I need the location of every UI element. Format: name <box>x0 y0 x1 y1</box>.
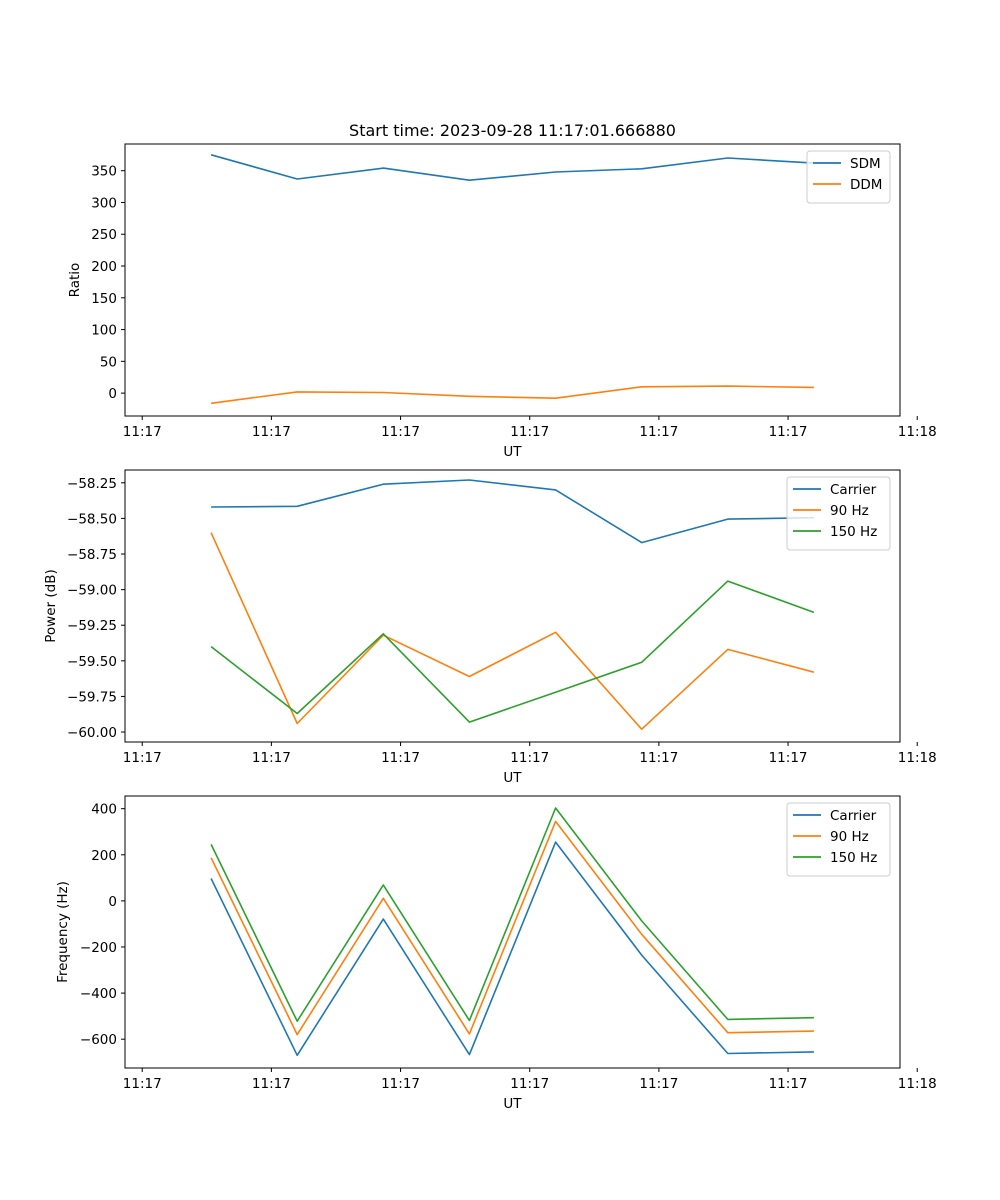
ratio-x-tick-label: 11:17 <box>381 424 420 440</box>
ratio-y-tick-label: 250 <box>91 227 117 243</box>
power-x-tick-label: 11:17 <box>123 750 162 766</box>
ratio-axes-frame <box>124 143 901 417</box>
ratio-y-tick-label: 200 <box>91 259 117 275</box>
frequency-subplot: 11:17 11:17 11:17 11:17 11:17 11:17 11:18 −600 −… <box>55 795 937 1112</box>
power-axes-ticks: 11:17 11:17 11:17 11:17 11:17 11:17 11:18 −60.0… <box>67 476 937 766</box>
frequency-legend: Carrier 90 Hz 150 Hz <box>786 802 891 877</box>
chart-title: Start time: 2023-09-28 11:17:01.666880 <box>349 121 676 140</box>
power-y-axis-label: Power (dB) <box>43 569 59 642</box>
frequency-series-line-carrier <box>210 841 814 1057</box>
frequency-x-tick-label: 11:17 <box>510 1076 549 1092</box>
ratio-series-group <box>210 154 814 405</box>
ratio-legend: SDM DDM <box>806 150 891 204</box>
frequency-y-tick-label: −400 <box>80 986 117 1002</box>
frequency-y-tick-label: 200 <box>91 848 117 864</box>
ratio-x-tick-label: 11:17 <box>252 424 291 440</box>
power-y-tick-label: −58.75 <box>67 547 117 563</box>
power-x-tick-label: 11:17 <box>510 750 549 766</box>
ratio-legend-label: DDM <box>850 177 882 193</box>
ratio-subplot: Start time: 2023-09-28 11:17:01.666880 1… <box>67 121 937 460</box>
frequency-x-tick-label: 11:17 <box>252 1076 291 1092</box>
power-y-tick-label: −59.75 <box>67 689 117 705</box>
ratio-y-tick-label: 50 <box>100 354 117 370</box>
frequency-legend-label: 150 Hz <box>830 850 877 866</box>
frequency-y-axis-label: Frequency (Hz) <box>55 881 71 983</box>
frequency-x-tick-label: 11:17 <box>639 1076 678 1092</box>
power-x-tick-label: 11:17 <box>252 750 291 766</box>
power-y-tick-label: −58.50 <box>67 511 117 527</box>
ratio-x-tick-label: 11:17 <box>510 424 549 440</box>
ratio-legend-box <box>806 150 891 204</box>
frequency-series-group <box>210 807 814 1057</box>
frequency-legend-label: Carrier <box>830 808 877 824</box>
frequency-x-tick-label: 11:18 <box>898 1076 937 1092</box>
ratio-x-tick-label: 11:17 <box>123 424 162 440</box>
power-series-line-150-hz <box>210 580 815 723</box>
ratio-series-line-ddm <box>210 385 814 405</box>
power-series-group <box>210 479 815 731</box>
power-legend-label: Carrier <box>830 482 877 498</box>
ratio-x-tick-label: 11:18 <box>898 424 937 440</box>
frequency-y-tick-label: −200 <box>80 940 117 956</box>
power-y-tick-label: −59.00 <box>67 583 117 599</box>
frequency-x-tick-label: 11:17 <box>769 1076 808 1092</box>
power-series-line-90-hz <box>210 532 815 731</box>
frequency-y-tick-label: −600 <box>80 1032 117 1048</box>
power-y-tick-label: −60.00 <box>67 725 117 741</box>
frequency-y-tick-label: 400 <box>91 802 117 818</box>
ratio-y-tick-label: 0 <box>108 386 117 402</box>
power-legend-label: 150 Hz <box>830 524 877 540</box>
power-y-tick-label: −59.50 <box>67 654 117 670</box>
power-x-axis-label: UT <box>503 770 522 786</box>
ratio-y-tick-label: 150 <box>91 291 117 307</box>
ratio-series-line-sdm <box>210 154 814 181</box>
frequency-x-tick-label: 11:17 <box>381 1076 420 1092</box>
ratio-y-axis-label: Ratio <box>67 263 83 298</box>
power-x-tick-label: 11:18 <box>898 750 937 766</box>
ratio-y-tick-label: 300 <box>91 195 117 211</box>
power-legend: Carrier 90 Hz 150 Hz <box>786 476 891 551</box>
ratio-x-tick-label: 11:17 <box>639 424 678 440</box>
frequency-x-axis-label: UT <box>503 1096 522 1112</box>
ratio-axes-ticks: 11:17 11:17 11:17 11:17 11:17 11:17 11:18 0 50 10… <box>91 164 936 440</box>
power-x-tick-label: 11:17 <box>381 750 420 766</box>
frequency-series-line-90-hz <box>210 820 814 1036</box>
frequency-legend-label: 90 Hz <box>830 829 869 845</box>
ratio-x-tick-label: 11:17 <box>769 424 808 440</box>
ratio-y-tick-label: 100 <box>91 323 117 339</box>
frequency-x-tick-label: 11:17 <box>123 1076 162 1092</box>
frequency-y-tick-label: 0 <box>108 894 117 910</box>
power-axes-frame <box>124 469 901 743</box>
ratio-legend-label: SDM <box>850 156 881 172</box>
power-subplot: 11:17 11:17 11:17 11:17 11:17 11:17 11:18 −60.0… <box>43 469 937 786</box>
power-x-tick-label: 11:17 <box>769 750 808 766</box>
ratio-x-axis-label: UT <box>503 444 522 460</box>
power-y-tick-label: −58.25 <box>67 476 117 492</box>
frequency-axes-frame <box>124 795 901 1069</box>
frequency-axes-ticks: 11:17 11:17 11:17 11:17 11:17 11:17 11:18 −600 −… <box>80 802 937 1092</box>
power-x-tick-label: 11:17 <box>639 750 678 766</box>
power-series-line-carrier <box>211 479 814 544</box>
frequency-series-line-150-hz <box>210 807 814 1023</box>
power-y-tick-label: −59.25 <box>67 618 117 634</box>
power-legend-label: 90 Hz <box>830 503 869 519</box>
ratio-y-tick-label: 350 <box>91 164 117 180</box>
